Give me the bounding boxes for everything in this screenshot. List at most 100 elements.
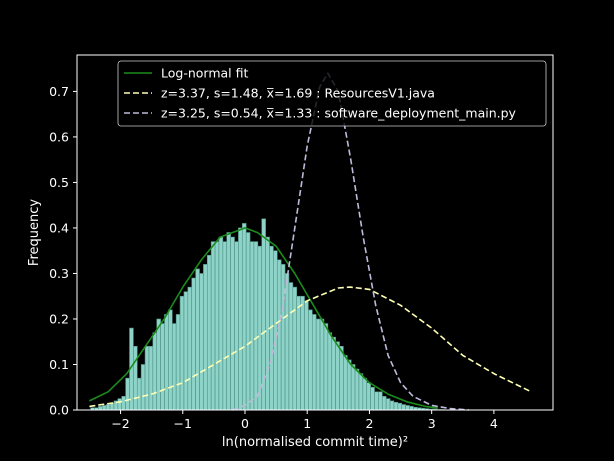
histogram-bar-17 bbox=[156, 318, 161, 411]
y-axis-label: Frequency bbox=[27, 199, 42, 266]
histogram-bar-36 bbox=[230, 236, 235, 411]
histogram-bar-13 bbox=[140, 364, 146, 411]
histogram-bar-25 bbox=[187, 286, 193, 411]
series-line-0 bbox=[89, 227, 439, 409]
histogram-bar-47 bbox=[273, 250, 278, 411]
x-tick-label: 4 bbox=[490, 416, 498, 431]
histogram-bar-80 bbox=[401, 404, 406, 411]
histogram-bar-56 bbox=[308, 309, 313, 411]
histogram-bar-50 bbox=[284, 273, 290, 411]
histogram-bar-70 bbox=[362, 377, 368, 411]
histogram-bar-78 bbox=[393, 401, 399, 411]
x-tick-label: 1 bbox=[303, 416, 311, 431]
series-line-1 bbox=[89, 286, 532, 408]
y-tick-label: 0.3 bbox=[49, 266, 69, 281]
histogram-bar-54 bbox=[300, 295, 305, 411]
histogram-bar-18 bbox=[160, 323, 165, 411]
histogram-bar-49 bbox=[280, 264, 286, 411]
histogram-bar-21 bbox=[171, 323, 177, 411]
x-axis-label: ln(normalised commit time)² bbox=[222, 435, 408, 450]
histogram-bar-19 bbox=[164, 314, 169, 411]
histogram-bar-60 bbox=[323, 323, 329, 411]
histogram-bar-5 bbox=[109, 402, 115, 411]
histogram-bar-69 bbox=[358, 373, 364, 411]
histogram-bar-79 bbox=[397, 402, 403, 411]
histogram-bar-12 bbox=[136, 377, 142, 411]
histogram-bar-77 bbox=[389, 400, 395, 411]
histogram-bar-14 bbox=[144, 345, 150, 411]
histogram-bar-75 bbox=[381, 396, 387, 411]
histogram-bar-55 bbox=[304, 300, 309, 411]
histogram-bar-76 bbox=[385, 398, 391, 411]
histogram-bar-32 bbox=[214, 241, 220, 411]
histogram-bar-8 bbox=[121, 396, 126, 411]
histogram-bar-68 bbox=[354, 368, 360, 411]
histogram-bar-57 bbox=[311, 314, 317, 411]
x-tick-label: −1 bbox=[174, 416, 192, 431]
histogram-bar-7 bbox=[117, 398, 123, 411]
histogram-bar-41 bbox=[249, 241, 255, 411]
histogram-bar-52 bbox=[292, 286, 298, 411]
x-tick-label: 3 bbox=[428, 416, 436, 431]
histogram-bar-48 bbox=[276, 259, 282, 411]
histogram-bar-35 bbox=[226, 232, 231, 411]
histogram-bar-72 bbox=[370, 386, 375, 411]
histogram-bar-33 bbox=[218, 236, 224, 411]
histogram-bar-11 bbox=[133, 345, 138, 411]
y-tick-label: 0.0 bbox=[49, 403, 69, 418]
histogram-bar-67 bbox=[350, 364, 356, 411]
x-tick-label: 0 bbox=[241, 416, 249, 431]
histogram-bar-16 bbox=[152, 332, 158, 411]
histogram-bar-82 bbox=[409, 406, 414, 411]
histogram-bar-74 bbox=[378, 391, 383, 411]
histogram-bar-53 bbox=[296, 295, 301, 411]
histogram-bar-2 bbox=[98, 406, 103, 411]
histogram-bar-61 bbox=[327, 332, 333, 411]
histogram-bar-59 bbox=[319, 318, 325, 411]
histogram-bar-42 bbox=[253, 241, 259, 411]
histogram-bar-34 bbox=[222, 241, 228, 411]
legend: Log-normal fit z=3.37, s=1.48, x̅=1.69 : … bbox=[117, 60, 547, 127]
histogram-bar-66 bbox=[346, 359, 352, 411]
histogram-bar-51 bbox=[288, 282, 294, 411]
histogram-bar-29 bbox=[203, 264, 208, 411]
histogram-bar-45 bbox=[265, 236, 270, 411]
histogram-bar-30 bbox=[206, 254, 212, 411]
histogram-bar-37 bbox=[234, 241, 239, 411]
histogram-bar-73 bbox=[374, 391, 379, 411]
y-tick-label: 0.2 bbox=[49, 311, 69, 326]
y-tick-label: 0.7 bbox=[49, 84, 69, 99]
histogram-bar-31 bbox=[210, 241, 216, 411]
histogram-bar-28 bbox=[199, 273, 204, 411]
histogram-bar-9 bbox=[125, 377, 130, 411]
histogram-bar-63 bbox=[335, 341, 340, 411]
histogram-bar-81 bbox=[405, 405, 410, 411]
legend-label-0: Log-normal fit bbox=[161, 66, 248, 81]
axes-frame bbox=[76, 54, 554, 411]
histogram-bar-58 bbox=[315, 318, 321, 411]
histogram-bar-24 bbox=[183, 291, 189, 411]
histogram-bar-38 bbox=[238, 227, 243, 411]
histogram-bar-62 bbox=[331, 336, 336, 411]
legend-box bbox=[117, 60, 547, 127]
histogram-bar-65 bbox=[343, 355, 348, 411]
histogram-bar-26 bbox=[191, 277, 196, 411]
histogram-bar-44 bbox=[261, 218, 266, 411]
y-tick-label: 0.1 bbox=[49, 357, 69, 372]
histogram-bar-71 bbox=[366, 382, 371, 411]
histogram-bar-3 bbox=[101, 405, 107, 411]
histogram-bar-20 bbox=[168, 309, 173, 411]
x-axis-ticks: −2 −1 0 1 2 3 4 bbox=[111, 410, 498, 431]
histogram-bar-15 bbox=[148, 345, 154, 411]
y-tick-label: 0.4 bbox=[49, 220, 69, 235]
x-tick-label: −2 bbox=[111, 416, 129, 431]
y-axis-ticks: 0.0 0.1 0.2 0.3 0.4 0.5 0.6 0.7 bbox=[49, 84, 77, 418]
legend-label-2: z=3.25, s=0.54, x̅=1.33 : software_deplo… bbox=[161, 106, 517, 121]
histogram-bar-27 bbox=[195, 268, 200, 411]
histogram-bar-40 bbox=[245, 232, 251, 411]
legend-label-1: z=3.37, s=1.48, x̅=1.69 : ResourcesV1.ja… bbox=[161, 86, 435, 101]
histogram-bar-22 bbox=[175, 314, 181, 411]
histogram-bar-4 bbox=[105, 404, 111, 411]
y-tick-label: 0.5 bbox=[49, 175, 69, 190]
